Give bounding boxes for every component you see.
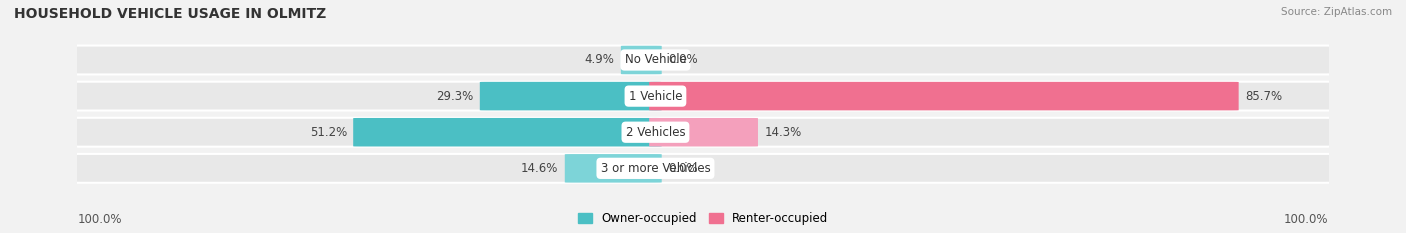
Text: 0.0%: 0.0% <box>668 162 697 175</box>
Text: 1 Vehicle: 1 Vehicle <box>628 90 682 103</box>
Text: 29.3%: 29.3% <box>436 90 474 103</box>
Text: 100.0%: 100.0% <box>1284 212 1329 226</box>
FancyBboxPatch shape <box>650 118 758 147</box>
FancyBboxPatch shape <box>621 46 662 74</box>
FancyBboxPatch shape <box>650 82 1239 110</box>
Text: 51.2%: 51.2% <box>309 126 347 139</box>
Text: Source: ZipAtlas.com: Source: ZipAtlas.com <box>1281 7 1392 17</box>
Text: No Vehicle: No Vehicle <box>624 54 686 66</box>
Text: HOUSEHOLD VEHICLE USAGE IN OLMITZ: HOUSEHOLD VEHICLE USAGE IN OLMITZ <box>14 7 326 21</box>
FancyBboxPatch shape <box>479 82 662 110</box>
FancyBboxPatch shape <box>67 82 1339 110</box>
Text: 4.9%: 4.9% <box>585 54 614 66</box>
Text: 3 or more Vehicles: 3 or more Vehicles <box>600 162 710 175</box>
Text: 14.3%: 14.3% <box>765 126 801 139</box>
Text: 2 Vehicles: 2 Vehicles <box>626 126 685 139</box>
Text: 14.6%: 14.6% <box>522 162 558 175</box>
Legend: Owner-occupied, Renter-occupied: Owner-occupied, Renter-occupied <box>575 209 831 227</box>
Text: 85.7%: 85.7% <box>1244 90 1282 103</box>
FancyBboxPatch shape <box>353 118 662 147</box>
FancyBboxPatch shape <box>67 154 1339 183</box>
Text: 0.0%: 0.0% <box>668 54 697 66</box>
FancyBboxPatch shape <box>67 45 1339 75</box>
FancyBboxPatch shape <box>67 118 1339 147</box>
FancyBboxPatch shape <box>565 154 662 183</box>
Text: 100.0%: 100.0% <box>77 212 122 226</box>
